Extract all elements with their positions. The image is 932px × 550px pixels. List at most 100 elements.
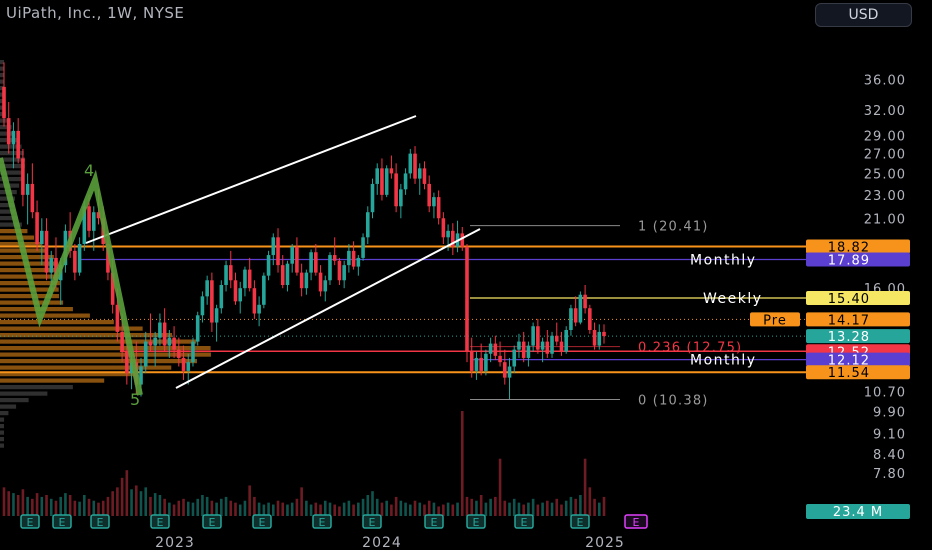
candle-body: [181, 357, 186, 371]
volume-bar: [276, 500, 280, 516]
volume-tag: [806, 504, 910, 519]
volume-bar: [560, 504, 563, 516]
candle-body: [441, 218, 446, 238]
candle-body: [35, 212, 39, 244]
candle-body: [280, 265, 285, 285]
candle-body: [44, 230, 49, 273]
volume-bar: [564, 500, 568, 516]
volume-bar: [361, 498, 365, 516]
volume-bar: [503, 500, 507, 516]
price-tag: [806, 365, 910, 380]
currency-button[interactable]: USD: [815, 3, 912, 27]
profile-bar: [0, 157, 26, 162]
volume-bar: [597, 502, 601, 516]
earnings-marker-label: E: [97, 516, 104, 529]
candle-body: [526, 345, 531, 358]
candle-body: [517, 341, 521, 350]
candle-body: [597, 331, 602, 346]
price-tag-label: 12.12: [828, 354, 870, 369]
candle-body: [588, 308, 592, 330]
upcoming-earnings-marker: [624, 514, 648, 529]
profile-bar: [0, 216, 18, 221]
volume-bar: [408, 504, 412, 516]
profile-bar: [0, 417, 5, 422]
volume-bar: [205, 496, 209, 516]
volume-bar: [574, 498, 577, 516]
volume-bar: [479, 495, 483, 516]
earnings-marker-label: E: [431, 516, 438, 529]
price-tick-label: 29.00: [864, 129, 906, 144]
volume-bar: [49, 498, 53, 516]
candle-body: [106, 243, 110, 273]
fib-label: 1 (20.41): [638, 220, 709, 235]
candle-body: [507, 366, 512, 378]
volume-bar: [31, 498, 34, 516]
candle-body: [295, 246, 299, 273]
volume-bar: [101, 500, 105, 516]
candle-body: [266, 255, 271, 276]
volume-bar: [54, 500, 58, 516]
candle-body: [177, 349, 181, 358]
candle-body: [125, 351, 129, 374]
candle-body: [347, 250, 351, 266]
volume-bar: [333, 504, 337, 516]
candle-body: [493, 343, 498, 356]
candle-body: [323, 280, 328, 292]
profile-bar: [0, 86, 4, 91]
candle-body: [536, 326, 540, 350]
wave-label-4: 4: [84, 161, 94, 180]
candle-body: [195, 315, 200, 342]
volume-bar: [182, 498, 185, 516]
volume-bar: [418, 502, 422, 516]
candle-body: [6, 118, 11, 145]
volume-bar: [220, 498, 223, 516]
profile-bar: [0, 333, 172, 338]
candle-body: [257, 304, 261, 314]
candle-body: [583, 294, 587, 309]
price-tag-label: 14.17: [828, 313, 870, 328]
price-tick-label: 32.00: [864, 104, 906, 119]
profile-bar: [0, 437, 4, 442]
candle-body: [30, 183, 35, 213]
price-tag-label: 15.40: [828, 292, 870, 307]
volume-bar: [267, 502, 270, 516]
candle-body: [39, 230, 44, 244]
earnings-marker: [150, 514, 170, 529]
volume-bar: [149, 496, 152, 516]
volume-bar: [125, 470, 129, 516]
candle-body: [153, 337, 157, 346]
volume-bar: [569, 496, 573, 516]
volume-bar: [347, 500, 351, 516]
candle-body: [569, 308, 573, 330]
candle-body: [361, 237, 365, 258]
volume-bar: [177, 500, 181, 516]
candle-body: [262, 275, 266, 305]
earnings-marker: [312, 514, 332, 529]
volume-bar: [602, 496, 606, 516]
candle-body: [531, 326, 535, 346]
volume-bar: [73, 500, 77, 516]
volume-bar: [300, 487, 303, 516]
candle-body: [365, 212, 370, 238]
candle-body: [446, 230, 450, 238]
volume-bar: [191, 502, 195, 516]
candle-body: [290, 246, 294, 264]
price-tag-label: 18.82: [828, 240, 870, 255]
candle-body: [228, 265, 233, 281]
candle-body: [502, 362, 507, 378]
chart-labels: 4 5 Monthly Weekly Monthly 1 (20.41) 0.236 (12…: [84, 161, 761, 409]
volume-bar: [281, 502, 285, 516]
volume-bar: [305, 500, 308, 516]
volume-bar: [59, 496, 62, 516]
price-tick-label: 27.00: [864, 148, 906, 163]
profile-bar: [0, 125, 12, 130]
candle-body: [167, 337, 172, 346]
candle-body: [451, 230, 455, 247]
volume-bar: [210, 500, 214, 516]
candle-body: [413, 153, 417, 179]
candle-body: [210, 280, 214, 323]
candle-body: [120, 331, 124, 352]
candle-body: [96, 212, 101, 219]
candle-body: [25, 183, 30, 195]
